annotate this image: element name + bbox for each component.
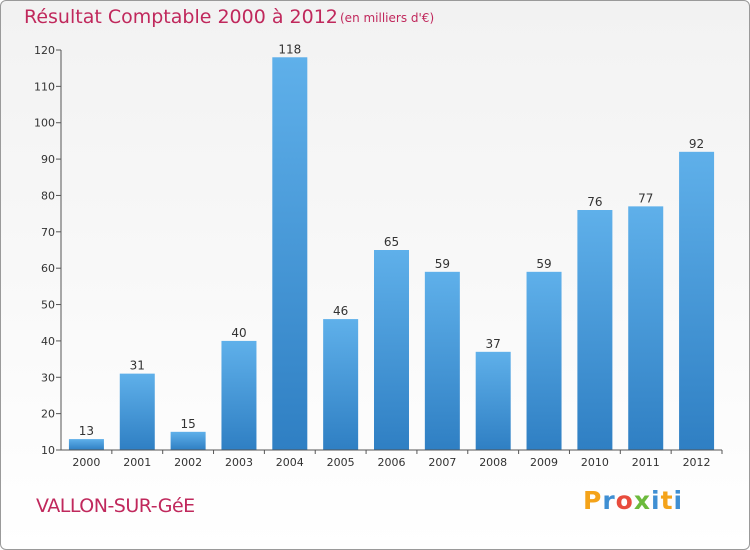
- bar-value-label: 31: [130, 359, 145, 373]
- x-axis: 2000 2001 2002 2003 2004 2005 2006 2007 2008 2009…: [61, 449, 723, 469]
- bar: [323, 319, 359, 450]
- bar: [424, 271, 460, 450]
- bar-value-label: 118: [278, 42, 301, 56]
- logo-letter: i: [651, 486, 661, 515]
- y-tick-label: 40: [41, 335, 55, 348]
- bar: [221, 340, 257, 450]
- x-tick-label: 2010: [581, 456, 609, 469]
- x-tick-label: 2009: [530, 456, 558, 469]
- bar: [679, 151, 715, 450]
- bar: [68, 439, 104, 450]
- logo-letter: o: [615, 486, 634, 515]
- x-tick-label: 2000: [72, 456, 100, 469]
- y-tick-label: 110: [34, 80, 55, 93]
- x-tick-label: 2003: [225, 456, 253, 469]
- y-tick-label: 60: [41, 262, 55, 275]
- y-tick-label: 120: [34, 44, 55, 57]
- y-tick-label: 80: [41, 189, 55, 202]
- x-tick-label: 2007: [428, 456, 456, 469]
- bar-value-label: 13: [79, 424, 94, 438]
- y-axis: 10 20 30 40 50 60 70 80 90 100 110 120: [34, 44, 62, 457]
- bar-value-label: 46: [333, 304, 348, 318]
- bar-value-label: 65: [384, 235, 399, 249]
- bar: [374, 250, 409, 450]
- bar-value-label: 15: [180, 417, 195, 431]
- logo-letter: x: [633, 486, 651, 515]
- bar: [170, 431, 206, 450]
- x-tick-label: 2005: [327, 456, 355, 469]
- bar: [272, 57, 308, 450]
- x-tick-label: 2012: [683, 456, 711, 469]
- y-tick-label: 30: [41, 371, 55, 384]
- bar: [526, 271, 562, 450]
- bar: [119, 373, 155, 450]
- x-tick-label: 2006: [378, 456, 406, 469]
- x-tick-label: 2001: [123, 456, 151, 469]
- bar: [628, 206, 664, 450]
- x-tick-label: 2004: [276, 456, 304, 469]
- logo-letter: t: [660, 486, 674, 515]
- y-tick-label: 50: [41, 299, 55, 312]
- y-tick-label: 100: [34, 117, 55, 130]
- bar-value-label: 40: [231, 326, 246, 340]
- bar-value-label: 59: [435, 257, 450, 271]
- bar: [577, 210, 613, 450]
- bar: [475, 351, 511, 450]
- y-tick-label: 70: [41, 226, 55, 239]
- bar-value-label: 76: [587, 195, 602, 209]
- x-tick-label: 2002: [174, 456, 202, 469]
- chart-title: Résultat Comptable 2000 à 2012: [24, 6, 338, 28]
- place-name: VALLON-SUR-GéE: [36, 495, 195, 517]
- x-tick-label: 2008: [479, 456, 507, 469]
- chart-subtitle: (en milliers d'€): [340, 11, 435, 25]
- y-tick-label: 20: [41, 408, 55, 421]
- y-tick-label: 10: [41, 444, 55, 457]
- bar-value-label: 77: [638, 191, 653, 205]
- proxiti-logo[interactable]: Proxiti: [583, 486, 683, 515]
- logo-letter: r: [602, 486, 616, 515]
- bar-value-label: 59: [536, 257, 551, 271]
- bars-group: 13 31 15 40 118 46 65 59 37 59 76 77 92: [68, 42, 715, 450]
- logo-letter: i: [673, 486, 684, 515]
- logo-letter: P: [583, 486, 603, 515]
- bar-value-label: 37: [486, 337, 501, 351]
- x-tick-label: 2011: [632, 456, 660, 469]
- y-tick-label: 90: [41, 153, 55, 166]
- bar-value-label: 92: [689, 137, 704, 151]
